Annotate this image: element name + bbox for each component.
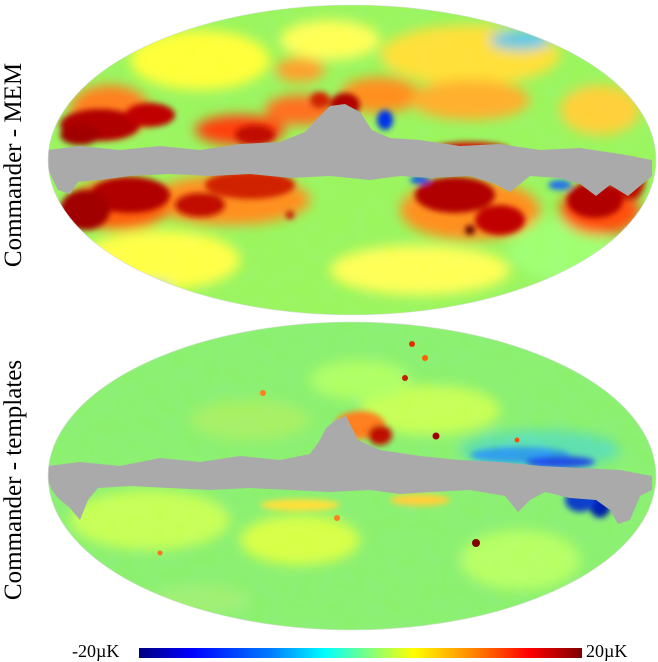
galactic-mask <box>48 416 652 524</box>
galactic-mask <box>48 104 652 196</box>
colorbar-max-label: 20µK <box>586 641 628 661</box>
mollweide-map-templates <box>48 322 656 630</box>
mollweide-map-mem <box>48 5 656 315</box>
colorbar: -20µK 20µK <box>0 630 658 661</box>
sky-maps <box>47 4 657 631</box>
colorbar-min-label: -20µK <box>72 641 120 661</box>
colorbar-gradient <box>139 648 582 658</box>
